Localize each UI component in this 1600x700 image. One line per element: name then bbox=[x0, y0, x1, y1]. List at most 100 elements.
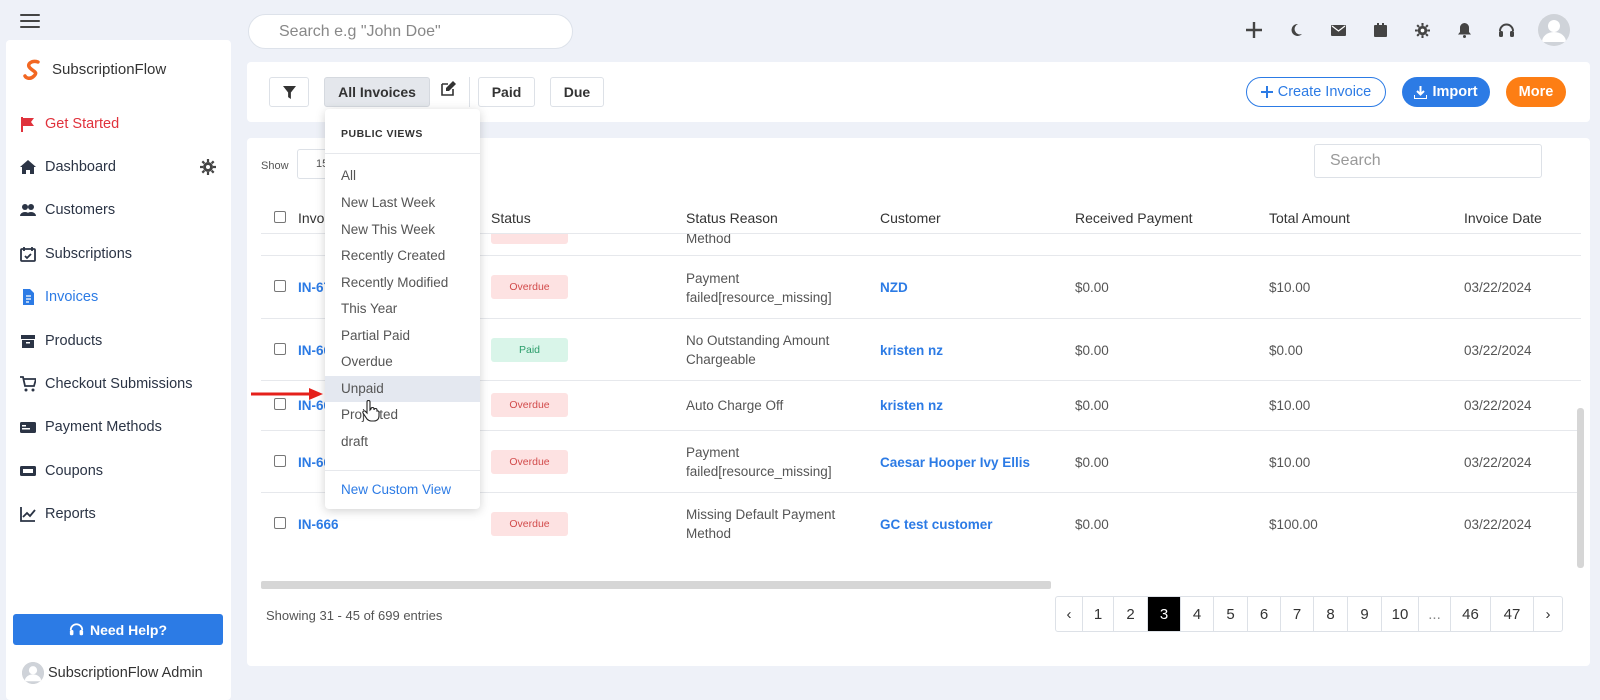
sidebar-item-subscriptions[interactable]: Subscriptions bbox=[20, 232, 220, 275]
page-button-current[interactable]: 3 bbox=[1148, 597, 1181, 631]
plus-icon[interactable] bbox=[1244, 20, 1264, 40]
sidebar-item-checkout-submissions[interactable]: Checkout Submissions bbox=[20, 362, 220, 405]
table-row[interactable]: IN-66 Overdue Auto Charge Off kristen nz… bbox=[261, 381, 1581, 431]
edit-view-icon[interactable] bbox=[440, 80, 460, 100]
page-next-button[interactable]: › bbox=[1545, 605, 1551, 623]
view-option-this-year[interactable]: This Year bbox=[341, 301, 398, 316]
vertical-scrollbar[interactable] bbox=[1577, 408, 1584, 568]
due-filter-button[interactable]: Due bbox=[550, 77, 604, 107]
sidebar-item-invoices[interactable]: Invoices bbox=[20, 276, 220, 319]
sidebar-item-payment-methods[interactable]: Payment Methods bbox=[20, 406, 220, 449]
row-checkbox[interactable] bbox=[274, 280, 286, 292]
page-button[interactable]: 2 bbox=[1114, 597, 1148, 631]
sidebar-item-coupons[interactable]: Coupons bbox=[20, 449, 220, 492]
create-invoice-button[interactable]: Create Invoice bbox=[1246, 77, 1386, 107]
view-option-partial-paid[interactable]: Partial Paid bbox=[341, 328, 411, 343]
global-search-input[interactable]: Search e.g "John Doe" bbox=[248, 14, 573, 49]
bell-icon[interactable] bbox=[1454, 20, 1474, 40]
paid-filter-button[interactable]: Paid bbox=[478, 77, 535, 107]
invoice-id-link[interactable]: IN-66 bbox=[298, 398, 332, 413]
moon-icon[interactable] bbox=[1286, 20, 1306, 40]
horizontal-scrollbar[interactable] bbox=[261, 581, 1051, 589]
col-status-reason[interactable]: Status Reason bbox=[686, 210, 778, 226]
table-search-input[interactable]: Search bbox=[1314, 144, 1542, 178]
invoice-id-link[interactable]: IN-66 bbox=[298, 455, 332, 470]
row-checkbox[interactable] bbox=[274, 398, 286, 410]
view-option-all[interactable]: All bbox=[341, 168, 357, 183]
view-option-draft[interactable]: draft bbox=[341, 434, 369, 449]
table-row-partial[interactable]: Method bbox=[261, 234, 1581, 256]
all-invoices-view-button[interactable]: All Invoices bbox=[324, 77, 430, 107]
sidebar-item-reports[interactable]: Reports bbox=[20, 493, 220, 536]
sidebar-item-dashboard[interactable]: Dashboard bbox=[20, 145, 220, 188]
row-checkbox[interactable] bbox=[274, 517, 286, 529]
page-button[interactable]: 46 bbox=[1451, 597, 1491, 631]
chart-line-icon bbox=[20, 507, 36, 523]
import-button[interactable]: Import bbox=[1402, 77, 1490, 107]
invoice-id-link[interactable]: IN-666 bbox=[298, 517, 339, 532]
sidebar-item-get-started[interactable]: Get Started bbox=[20, 102, 220, 145]
row-checkbox[interactable] bbox=[274, 343, 286, 355]
table-row[interactable]: IN-67 Overdue Payment failed[resource_mis… bbox=[261, 256, 1581, 319]
status-reason: Payment failed[resource_missing] bbox=[686, 271, 832, 305]
col-invoice-date[interactable]: Invoice Date bbox=[1464, 210, 1542, 226]
page-button[interactable]: 1 bbox=[1083, 597, 1114, 631]
view-option-new-this-week[interactable]: New This Week bbox=[341, 222, 436, 237]
sidebar-item-products[interactable]: Products bbox=[20, 319, 220, 362]
mail-icon[interactable] bbox=[1328, 20, 1348, 40]
sidebar-item-label: Products bbox=[45, 332, 103, 349]
table-row[interactable]: IN-66 Overdue Payment failed[resource_mis… bbox=[261, 431, 1581, 493]
customer-link[interactable]: GC test customer bbox=[880, 517, 993, 532]
view-option-recently-modified[interactable]: Recently Modified bbox=[341, 275, 449, 290]
page-button[interactable]: 5 bbox=[1214, 597, 1248, 631]
view-option-recently-created[interactable]: Recently Created bbox=[341, 248, 446, 263]
page-button[interactable]: 4 bbox=[1181, 597, 1214, 631]
view-option-projected[interactable]: Projected bbox=[325, 402, 480, 428]
customer-link[interactable]: Caesar Hooper Ivy Ellis bbox=[880, 455, 1031, 470]
col-status[interactable]: Status bbox=[491, 210, 531, 226]
menu-toggle-icon[interactable] bbox=[20, 14, 40, 28]
calendar-icon[interactable] bbox=[1370, 20, 1390, 40]
page-prev-button[interactable]: ‹ bbox=[1056, 597, 1083, 631]
view-option-new-last-week[interactable]: New Last Week bbox=[341, 195, 436, 210]
page-button[interactable]: 9 bbox=[1348, 597, 1382, 631]
col-customer[interactable]: Customer bbox=[880, 210, 941, 226]
sidebar-item-label: Payment Methods bbox=[45, 419, 162, 436]
card-icon bbox=[20, 422, 36, 434]
view-option-unpaid[interactable]: Unpaid bbox=[325, 376, 480, 402]
table-row[interactable]: IN-666 Overdue Missing Default Payment Me… bbox=[261, 493, 1581, 555]
page-button[interactable]: 8 bbox=[1314, 597, 1348, 631]
customer-link[interactable]: kristen nz bbox=[880, 343, 944, 358]
more-button[interactable]: More bbox=[1506, 77, 1566, 107]
need-help-button[interactable]: Need Help? bbox=[13, 614, 223, 645]
table-row[interactable]: IN-66 Paid No Outstanding Amount Chargeab… bbox=[261, 319, 1581, 381]
dashboard-settings-gear-icon[interactable] bbox=[200, 159, 216, 176]
row-checkbox[interactable] bbox=[274, 455, 286, 467]
col-received-payment[interactable]: Received Payment bbox=[1075, 210, 1193, 226]
gear-icon[interactable] bbox=[1412, 20, 1432, 40]
page-button[interactable]: 47 bbox=[1491, 597, 1534, 631]
col-total-amount[interactable]: Total Amount bbox=[1269, 210, 1350, 226]
customer-link[interactable]: kristen nz bbox=[880, 398, 944, 413]
views-dropdown-menu: PUBLIC VIEWS All New Last Week New This … bbox=[325, 109, 480, 509]
invoice-date: 03/22/2024 bbox=[1464, 280, 1532, 295]
filter-button[interactable] bbox=[269, 77, 309, 107]
page-button[interactable]: 10 bbox=[1382, 597, 1419, 631]
user-avatar[interactable] bbox=[1538, 14, 1570, 46]
sidebar-item-customers[interactable]: Customers bbox=[20, 189, 220, 232]
new-custom-view-link[interactable]: New Custom View bbox=[341, 482, 452, 497]
customer-link[interactable]: NZD bbox=[880, 280, 908, 295]
select-all-checkbox[interactable] bbox=[274, 211, 286, 223]
brand[interactable]: SubscriptionFlow bbox=[22, 58, 166, 80]
sidebar-item-label: Subscriptions bbox=[45, 245, 133, 262]
invoice-id-link[interactable]: IN-67 bbox=[298, 280, 332, 295]
home-icon bbox=[20, 160, 36, 175]
plus-icon bbox=[1260, 86, 1273, 98]
pagination: ‹ 1 2 3 4 5 6 7 8 9 10 ... 46 47 › bbox=[1055, 596, 1563, 632]
admin-profile[interactable]: SubscriptionFlow Admin bbox=[22, 662, 203, 684]
page-button[interactable]: 6 bbox=[1248, 597, 1281, 631]
headset-icon[interactable] bbox=[1496, 20, 1516, 40]
view-option-overdue[interactable]: Overdue bbox=[341, 354, 393, 369]
page-button[interactable]: 7 bbox=[1281, 597, 1314, 631]
invoice-id-link[interactable]: IN-66 bbox=[298, 343, 332, 358]
